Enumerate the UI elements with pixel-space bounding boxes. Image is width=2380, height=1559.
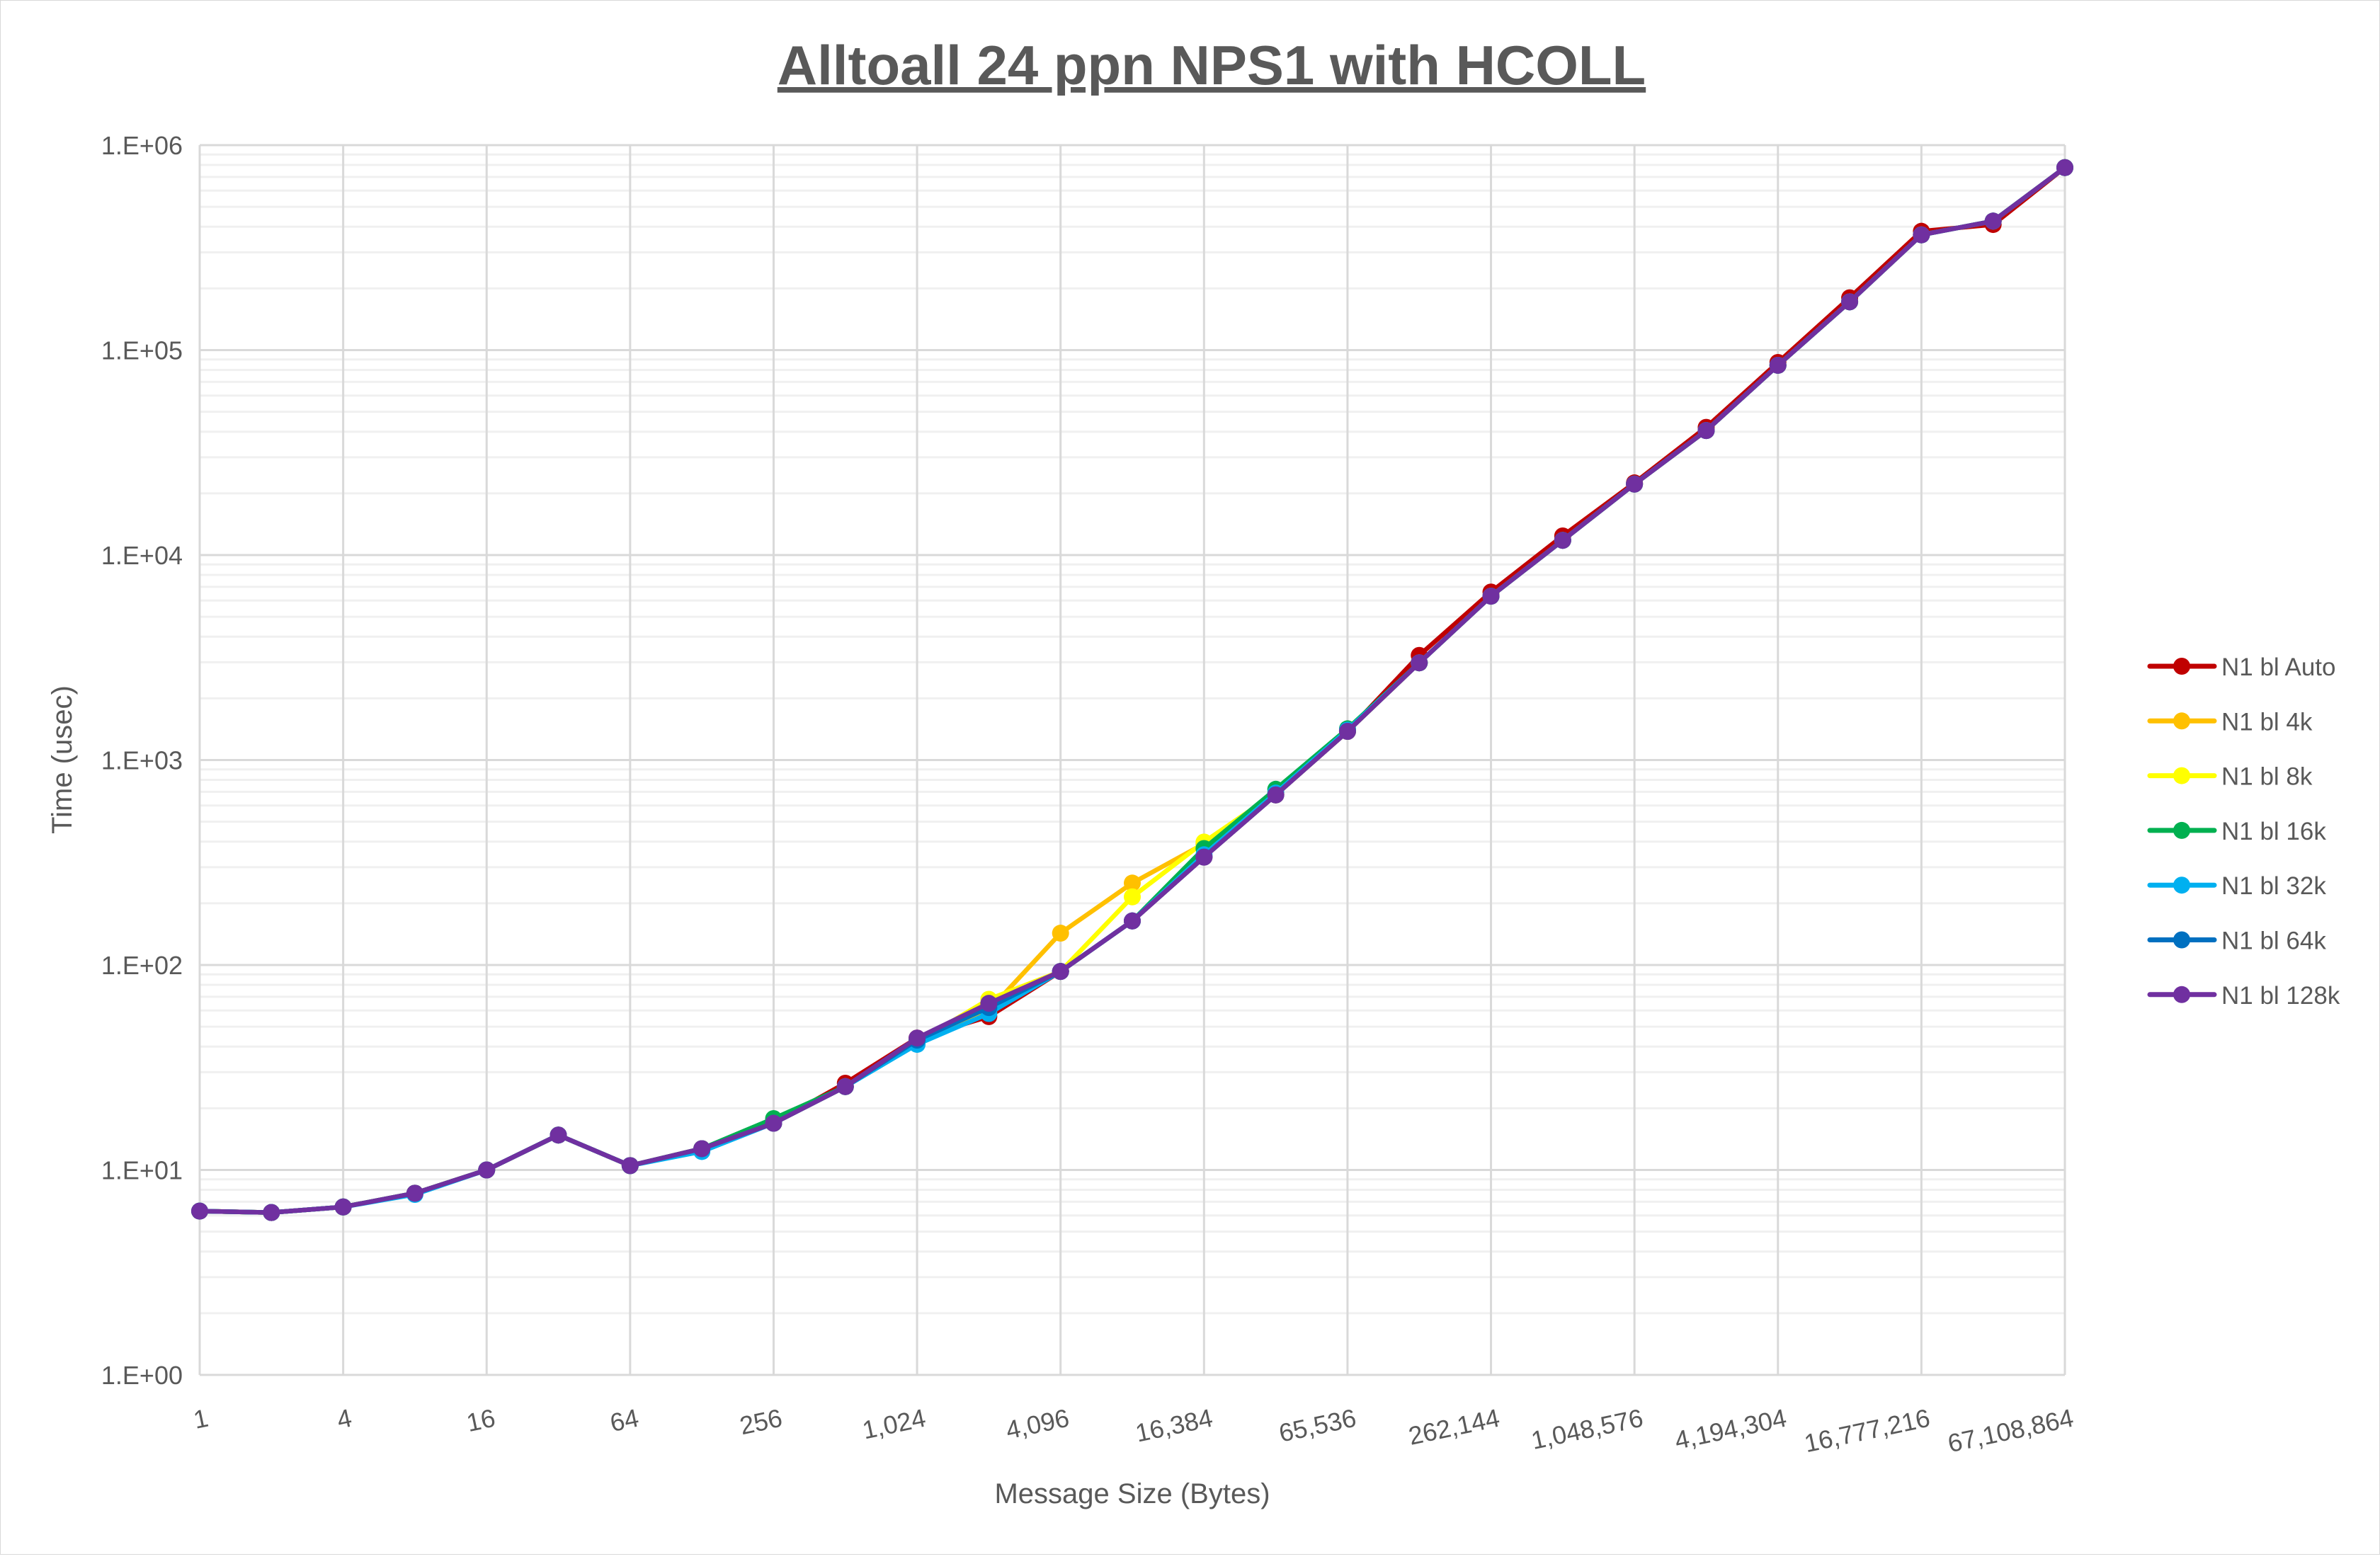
legend-label: N1 bl 32k — [2221, 872, 2326, 900]
data-point — [1338, 723, 1356, 741]
x-tick-label: 1 — [191, 1403, 211, 1434]
data-point — [334, 1198, 352, 1216]
y-tick-label: 1.E+00 — [101, 1361, 183, 1390]
legend-item[interactable]: N1 bl 64k — [2147, 927, 2326, 955]
legend-item[interactable]: N1 bl 128k — [2147, 982, 2340, 1010]
legend-marker — [2173, 658, 2190, 675]
series-line — [199, 166, 2067, 1215]
data-point — [1052, 963, 1069, 981]
legend-item[interactable]: N1 bl 8k — [2147, 763, 2313, 791]
x-tick-label: 64 — [608, 1403, 642, 1437]
legend-item[interactable]: N1 bl 4k — [2147, 708, 2313, 736]
data-point — [1913, 226, 1930, 244]
data-point — [550, 1126, 567, 1144]
series-line — [199, 166, 2066, 1215]
y-axis-label: Time (usec) — [47, 685, 78, 834]
legend-label: N1 bl 8k — [2221, 763, 2313, 791]
data-point — [191, 1202, 208, 1220]
data-point — [1841, 293, 1859, 311]
series-n1-bl-16k — [191, 159, 2073, 1221]
data-point — [1984, 212, 2002, 230]
data-point — [1124, 874, 1141, 892]
data-point — [836, 1078, 854, 1095]
legend-marker — [2173, 712, 2190, 730]
series-n1-bl-128k — [191, 159, 2073, 1221]
x-tick-label: 67,108,864 — [1945, 1403, 2076, 1458]
x-tick-label: 256 — [737, 1403, 785, 1441]
data-point — [406, 1184, 423, 1202]
data-point — [263, 1204, 280, 1221]
series-n1-bl-4k — [191, 159, 2073, 1221]
x-tick-label: 16 — [464, 1403, 498, 1437]
x-tick-label: 4,194,304 — [1672, 1403, 1789, 1455]
x-tick-label: 1,024 — [860, 1403, 928, 1445]
data-point — [1626, 475, 1644, 493]
data-point — [1482, 588, 1500, 605]
data-point — [980, 995, 998, 1012]
legend-marker — [2173, 931, 2190, 949]
y-tick-label: 1.E+05 — [101, 336, 183, 365]
x-tick-label: 4,096 — [1003, 1403, 1072, 1445]
data-point — [909, 1029, 926, 1047]
legend-label: N1 bl 64k — [2221, 927, 2326, 955]
y-tick-label: 1.E+02 — [101, 951, 183, 980]
legend-item[interactable]: N1 bl 16k — [2147, 818, 2326, 845]
series-line — [199, 166, 2066, 1215]
legend-label: N1 bl 16k — [2221, 818, 2326, 845]
y-tick-label: 1.E+04 — [101, 541, 183, 570]
data-point — [1697, 422, 1715, 440]
x-tick-label: 4 — [334, 1403, 354, 1434]
series-n1-bl-8k — [191, 159, 2073, 1221]
x-tick-label: 16,384 — [1133, 1403, 1215, 1448]
data-point — [1195, 848, 1213, 866]
y-tick-label: 1.E+01 — [101, 1156, 183, 1185]
grid — [198, 144, 2066, 1376]
y-tick-label: 1.E+06 — [101, 131, 183, 160]
x-tick-label: 262,144 — [1406, 1403, 1502, 1451]
series-n1-bl-auto — [191, 159, 2073, 1221]
data-point — [765, 1114, 782, 1132]
data-point — [1124, 888, 1141, 906]
chart-title: Alltoall 24 ppn NPS1 with HCOLL — [778, 34, 1646, 96]
legend-marker — [2173, 821, 2190, 839]
data-point — [1267, 786, 1285, 804]
legend-marker — [2173, 767, 2190, 784]
series-n1-bl-32k — [191, 159, 2073, 1221]
legend-label: N1 bl Auto — [2221, 653, 2336, 681]
y-tick-labels: 1.E+00 1.E+01 1.E+02 1.E+03 1.E+04 1.E+05 1.E+… — [101, 131, 183, 1390]
data-point — [1769, 356, 1787, 374]
y-tick-label: 1.E+03 — [101, 746, 183, 775]
legend-item[interactable]: N1 bl Auto — [2147, 653, 2336, 681]
x-tick-label: 1,048,576 — [1529, 1403, 1646, 1455]
data-point — [2056, 159, 2073, 176]
legend-marker — [2173, 876, 2190, 894]
data-point — [1124, 912, 1141, 930]
legend-item[interactable]: N1 bl 32k — [2147, 872, 2326, 900]
series-line — [199, 166, 2066, 1215]
data-point — [478, 1161, 496, 1179]
series-line — [199, 166, 2066, 1215]
x-tick-label: 65,536 — [1276, 1403, 1358, 1448]
series-line — [199, 166, 2066, 1215]
series-line — [199, 166, 2066, 1215]
data-point — [1554, 532, 1571, 549]
series-group — [191, 159, 2073, 1221]
x-axis-label: Message Size (Bytes) — [994, 1478, 1270, 1509]
x-tick-label: 16,777,216 — [1801, 1403, 1932, 1458]
x-tick-labels: 1 4 16 64 256 1,024 4,096 16,384 65,536 262,144 1,… — [191, 1403, 2076, 1458]
data-point — [1052, 925, 1069, 942]
legend-label: N1 bl 4k — [2221, 708, 2313, 736]
legend-label: N1 bl 128k — [2221, 982, 2340, 1010]
data-point — [1411, 654, 1428, 672]
data-point — [693, 1140, 711, 1158]
legend[interactable]: N1 bl Auto N1 bl 4k N1 bl 8k N1 bl 16k N1 bl… — [2147, 653, 2340, 1010]
legend-marker — [2173, 986, 2190, 1003]
series-n1-bl-64k — [191, 159, 2073, 1221]
data-point — [621, 1157, 639, 1175]
